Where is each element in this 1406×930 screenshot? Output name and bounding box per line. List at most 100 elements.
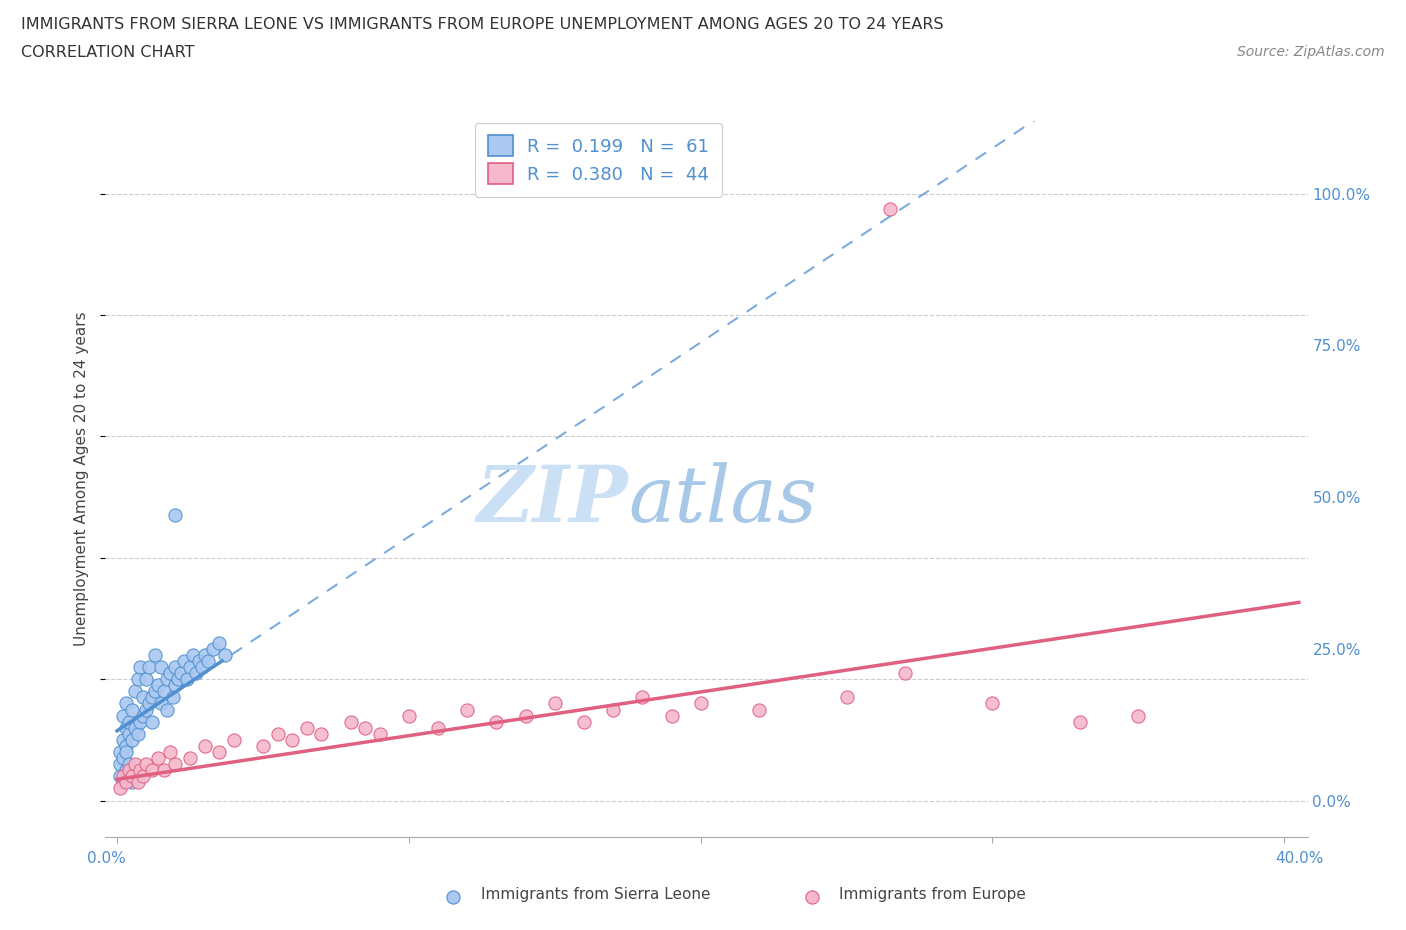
Point <box>141 714 163 729</box>
Point <box>208 745 231 760</box>
Point <box>127 726 149 741</box>
Point <box>181 647 204 662</box>
Point <box>661 708 683 723</box>
Point <box>149 696 172 711</box>
Point <box>354 721 377 736</box>
Point <box>165 757 187 772</box>
Point <box>894 666 917 681</box>
Point <box>121 769 143 784</box>
Point <box>689 696 711 711</box>
Point <box>118 726 141 741</box>
Text: IMMIGRANTS FROM SIERRA LEONE VS IMMIGRANTS FROM EUROPE UNEMPLOYMENT AMONG AGES 2: IMMIGRANTS FROM SIERRA LEONE VS IMMIGRAN… <box>21 17 943 32</box>
Point <box>170 666 193 681</box>
Text: atlas: atlas <box>628 462 817 538</box>
Point <box>124 721 146 736</box>
Text: 40.0%: 40.0% <box>1275 851 1323 866</box>
Point <box>124 757 146 772</box>
Point <box>111 708 134 723</box>
Point <box>179 659 201 674</box>
Point <box>141 690 163 705</box>
Point <box>339 714 361 729</box>
Point <box>184 666 207 681</box>
Text: Source: ZipAtlas.com: Source: ZipAtlas.com <box>1237 45 1385 59</box>
Point <box>165 659 187 674</box>
Point <box>141 763 163 777</box>
Point <box>485 714 508 729</box>
Point <box>132 690 155 705</box>
Point <box>167 671 190 686</box>
Point <box>135 757 157 772</box>
Text: 0.0%: 0.0% <box>87 851 127 866</box>
Point <box>111 751 134 765</box>
Point <box>156 702 179 717</box>
Point <box>115 738 138 753</box>
Point <box>748 702 770 717</box>
Point <box>194 738 217 753</box>
Point <box>127 775 149 790</box>
Point <box>118 763 141 777</box>
Point <box>108 745 131 760</box>
Point <box>252 738 274 753</box>
Point <box>111 733 134 748</box>
Point <box>208 635 231 650</box>
Point <box>572 714 595 729</box>
Point <box>165 678 187 693</box>
Point <box>127 671 149 686</box>
Point <box>135 702 157 717</box>
Point <box>156 671 179 686</box>
Point <box>153 684 176 698</box>
Point <box>111 769 134 784</box>
Point <box>187 654 209 669</box>
Point <box>214 647 236 662</box>
Point <box>173 654 195 669</box>
Point <box>132 769 155 784</box>
Point <box>311 726 333 741</box>
Point <box>202 642 225 657</box>
Point <box>115 745 138 760</box>
Text: ZIP: ZIP <box>477 462 628 538</box>
Point <box>456 702 478 717</box>
Point <box>602 702 624 717</box>
Point <box>124 684 146 698</box>
Point <box>515 708 537 723</box>
Point <box>835 690 858 705</box>
Point <box>190 659 212 674</box>
Point <box>143 647 166 662</box>
Point <box>129 659 152 674</box>
Point <box>115 721 138 736</box>
Point <box>159 666 181 681</box>
Point <box>266 726 288 741</box>
Point <box>222 733 245 748</box>
Point <box>121 763 143 777</box>
Point <box>544 696 567 711</box>
Point <box>1128 708 1150 723</box>
Point <box>121 702 143 717</box>
Point <box>879 202 901 217</box>
Point <box>443 890 465 905</box>
Point <box>165 508 187 523</box>
Point <box>149 659 172 674</box>
Text: Immigrants from Sierra Leone: Immigrants from Sierra Leone <box>481 887 710 902</box>
Point <box>111 775 134 790</box>
Point <box>129 763 152 777</box>
Point <box>159 745 181 760</box>
Point <box>135 671 157 686</box>
Point <box>138 696 160 711</box>
Point <box>108 769 131 784</box>
Point <box>108 781 131 796</box>
Text: CORRELATION CHART: CORRELATION CHART <box>21 45 194 60</box>
Text: Immigrants from Europe: Immigrants from Europe <box>839 887 1026 902</box>
Point <box>801 890 824 905</box>
Point <box>108 757 131 772</box>
Point <box>115 696 138 711</box>
Point <box>115 763 138 777</box>
Point <box>121 733 143 748</box>
Y-axis label: Unemployment Among Ages 20 to 24 years: Unemployment Among Ages 20 to 24 years <box>75 312 90 646</box>
Point <box>118 714 141 729</box>
Point <box>179 751 201 765</box>
Point <box>281 733 304 748</box>
Point <box>1069 714 1091 729</box>
Point <box>146 751 169 765</box>
Point <box>981 696 1004 711</box>
Point <box>197 654 219 669</box>
